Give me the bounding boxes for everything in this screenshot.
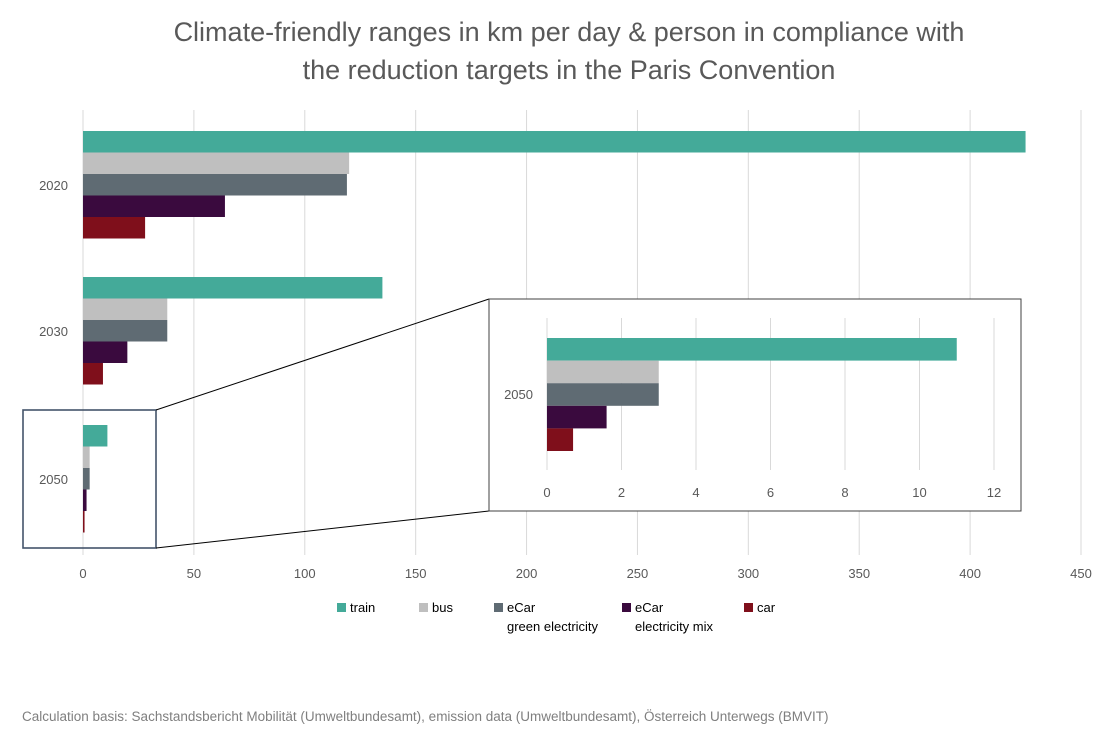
source-note: Calculation basis: Sachstandsbericht Mob… <box>22 709 829 724</box>
inset-x-tick-label-4: 4 <box>692 485 699 500</box>
inset-bar-car <box>547 428 574 451</box>
legend: train bus eCar green electricity eCar electri… <box>337 600 776 634</box>
legend-swatch-car <box>744 603 753 612</box>
x-tick-label-450: 450 <box>1070 566 1092 581</box>
category-label-2020: 2020 <box>39 178 68 193</box>
category-label-2050: 2050 <box>39 472 68 487</box>
main-category-labels: 2020 2030 2050 <box>39 178 68 487</box>
bar-2050-ecar-green-electricity <box>83 468 90 490</box>
legend-label-ecar-electricity-mix-line-2: electricity mix <box>635 619 714 634</box>
legend-item-car: car <box>744 600 776 615</box>
legend-swatch-ecar-green-electricity <box>494 603 503 612</box>
bar-2030-ecar-electricity-mix <box>83 341 128 363</box>
x-tick-label-0: 0 <box>79 566 86 581</box>
legend-label-ecar-electricity-mix: eCar <box>635 600 664 615</box>
bar-2020-bus <box>83 152 350 174</box>
inset-x-tick-label-12: 12 <box>987 485 1001 500</box>
inset-bar-ecar-green-electricity <box>547 383 659 406</box>
inset-bar-train <box>547 338 957 361</box>
x-tick-label-350: 350 <box>848 566 870 581</box>
bar-2050-train <box>83 425 108 447</box>
main-x-tick-labels: 0 50 100 150 200 250 300 350 400 450 <box>79 566 1091 581</box>
bar-2020-ecar-green-electricity <box>83 174 347 196</box>
chart-title-line-1: Climate-friendly ranges in km per day & … <box>174 17 965 47</box>
legend-swatch-ecar-electricity-mix <box>622 603 631 612</box>
zoom-connector-top <box>155 298 490 411</box>
bar-2030-car <box>83 363 103 385</box>
legend-swatch-train <box>337 603 346 612</box>
bar-2050-car <box>83 511 85 533</box>
x-tick-label-300: 300 <box>737 566 759 581</box>
x-tick-label-100: 100 <box>294 566 316 581</box>
inset-bar-bus <box>547 360 659 384</box>
chart-title-line-2: the reduction targets in the Paris Conve… <box>303 55 836 85</box>
bar-2050-ecar-electricity-mix <box>83 489 87 511</box>
bar-2020-train <box>83 131 1026 153</box>
legend-label-ecar-green-electricity-line-2: green electricity <box>507 619 599 634</box>
inset-bar-ecar-electricity-mix <box>547 405 607 429</box>
legend-label-car: car <box>757 600 776 615</box>
x-tick-label-200: 200 <box>516 566 538 581</box>
bar-2020-car <box>83 217 146 239</box>
inset-x-tick-label-6: 6 <box>767 485 774 500</box>
legend-label-ecar-green-electricity: eCar <box>507 600 536 615</box>
x-tick-label-50: 50 <box>187 566 201 581</box>
legend-label-train: train <box>350 600 375 615</box>
main-bars <box>83 131 1026 533</box>
legend-item-ecar-electricity-mix: eCar electricity mix <box>622 600 714 634</box>
inset-x-tick-label-8: 8 <box>841 485 848 500</box>
bar-2020-ecar-electricity-mix <box>83 195 225 217</box>
legend-item-bus: bus <box>419 600 453 615</box>
zoom-connector-bottom <box>155 510 490 549</box>
legend-item-train: train <box>337 600 375 615</box>
inset-x-tick-labels: 0 2 4 6 8 10 12 <box>543 485 1001 500</box>
bar-2030-ecar-green-electricity <box>83 320 168 342</box>
x-tick-label-250: 250 <box>627 566 649 581</box>
category-label-2030: 2030 <box>39 324 68 339</box>
bar-2030-train <box>83 277 383 299</box>
inset-category-label-2050: 2050 <box>504 387 533 402</box>
zoom-highlight-box <box>22 409 157 549</box>
x-tick-label-150: 150 <box>405 566 427 581</box>
x-tick-label-400: 400 <box>959 566 981 581</box>
inset-category-labels: 2050 <box>504 387 533 402</box>
bar-2030-bus <box>83 298 168 320</box>
inset-x-tick-label-0: 0 <box>543 485 550 500</box>
legend-item-ecar-green-electricity: eCar green electricity <box>494 600 599 634</box>
inset-x-tick-label-2: 2 <box>618 485 625 500</box>
legend-label-bus: bus <box>432 600 453 615</box>
inset-bars <box>547 338 957 451</box>
bar-2050-bus <box>83 446 90 468</box>
inset-x-tick-label-10: 10 <box>912 485 926 500</box>
legend-swatch-bus <box>419 603 428 612</box>
